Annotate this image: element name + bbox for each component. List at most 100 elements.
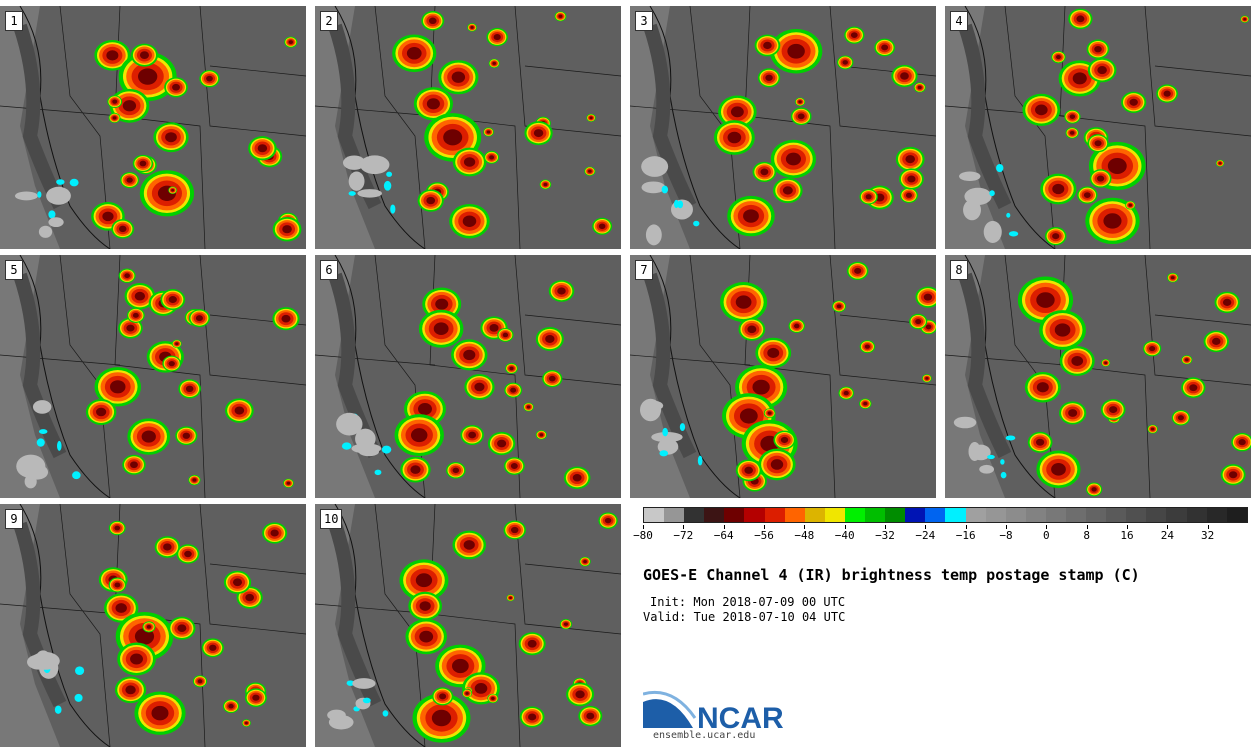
state-borders	[0, 6, 306, 249]
colorbar-swatch	[764, 508, 785, 522]
ir-map	[630, 255, 936, 498]
colorbar-tick-label: −64	[713, 529, 734, 542]
colorbar-ticks: −80 −72 −64 −56 −48 −40 −32 −24 −16 −8 0 8 16 24 32	[633, 525, 1248, 545]
colorbar-tick	[683, 525, 685, 529]
colorbar-swatch	[824, 508, 845, 522]
colorbar-swatch	[804, 508, 825, 522]
coastline	[964, 6, 1056, 249]
colorbar-swatch	[965, 508, 986, 522]
colorbar-swatch	[704, 508, 725, 522]
colorbar-tick-label: −80	[633, 529, 653, 542]
coastline	[334, 6, 426, 249]
colorbar-tick-label: −8	[999, 529, 1013, 542]
coastline	[964, 255, 1056, 498]
ir-map	[945, 6, 1251, 249]
colorbar-tick-label: −72	[673, 529, 694, 542]
colorbar-swatch	[925, 508, 946, 522]
colorbar-tick	[925, 525, 927, 529]
colorbar-swatch	[684, 508, 705, 522]
postage-stamp-panel: 8	[945, 255, 1251, 498]
postage-stamp-panel: 1	[0, 6, 306, 249]
colorbar-swatch	[1025, 508, 1046, 522]
postage-stamp-panel: 6	[315, 255, 621, 498]
colorbar-swatch	[644, 508, 665, 522]
colorbar-swatch	[945, 508, 966, 522]
panel-number: 2	[320, 11, 338, 31]
valid-time: Valid: Tue 2018-07-10 04 UTC	[643, 610, 846, 624]
colorbar-swatch	[865, 508, 886, 522]
coastline	[334, 504, 426, 747]
panel-number: 1	[5, 11, 23, 31]
figure-title: GOES-E Channel 4 (IR) brightness temp po…	[643, 566, 1140, 584]
colorbar-swatch	[985, 508, 1006, 522]
panel-number: 5	[5, 260, 23, 280]
ir-map	[315, 504, 621, 747]
ncar-logo: NCAR	[643, 690, 784, 732]
ir-map	[0, 255, 306, 498]
colorbar-tick	[885, 525, 886, 529]
colorbar-tick-label: 8	[1083, 529, 1090, 542]
colorbar-swatch	[1086, 508, 1107, 522]
colorbar-tick-label: 16	[1120, 529, 1134, 542]
colorbar-swatch	[1126, 508, 1147, 522]
colorbar-swatch	[724, 508, 745, 522]
postage-stamp-panel: 10	[315, 504, 621, 747]
colorbar-tick-label: −40	[834, 529, 855, 542]
colorbar-swatch	[1146, 508, 1167, 522]
coastline	[649, 255, 741, 498]
colorbar-tick-label: −16	[955, 529, 976, 542]
colorbar-swatch	[885, 508, 906, 522]
colorbar-tick	[723, 525, 725, 529]
colorbar-tick	[1167, 525, 1169, 529]
postage-stamp-panel: 7	[630, 255, 936, 498]
colorbar-swatch	[1226, 508, 1247, 522]
postage-stamp-panel: 5	[0, 255, 306, 498]
colorbar-tick-label: −48	[794, 529, 815, 542]
colorbar-tick	[1127, 525, 1128, 529]
ir-map	[0, 6, 306, 249]
postage-stamp-panel: 4	[945, 6, 1251, 249]
colorbar-tick	[764, 525, 765, 529]
colorbar-swatch	[1005, 508, 1026, 522]
colorbar-swatch	[744, 508, 765, 522]
ir-map	[630, 6, 936, 249]
logo-text: NCAR	[697, 702, 784, 732]
colorbar-tick-label: −56	[754, 529, 774, 542]
colorbar-swatch	[1206, 508, 1227, 522]
colorbar-swatch	[664, 508, 685, 522]
colorbar-swatch	[1166, 508, 1187, 522]
colorbar-swatch	[1045, 508, 1066, 522]
colorbar-swatch	[1186, 508, 1207, 522]
coastline	[19, 6, 111, 249]
coastline	[19, 504, 111, 747]
state-borders	[630, 255, 936, 498]
postage-stamp-panel: 3	[630, 6, 936, 249]
logo-swoosh-icon	[643, 699, 693, 728]
logo-url: ensemble.ucar.edu	[653, 730, 756, 741]
colorbar-tick	[643, 525, 644, 529]
ir-map	[0, 504, 306, 747]
colorbar-tick-label: −24	[915, 529, 936, 542]
colorbar-tick	[804, 525, 806, 529]
colorbar-tick	[965, 525, 967, 529]
state-borders	[630, 6, 936, 249]
ir-map	[315, 6, 621, 249]
colorbar-swatch	[1106, 508, 1127, 522]
colorbar-swatch	[1065, 508, 1087, 522]
ir-map	[945, 255, 1251, 498]
colorbar-tick	[1046, 525, 1048, 529]
colorbar-tick-label: 24	[1160, 529, 1174, 542]
colorbar-tick	[1086, 525, 1088, 529]
coastline	[334, 255, 426, 498]
state-borders	[315, 504, 621, 747]
colorbar-tick-label: −32	[875, 529, 895, 542]
colorbar-tick	[844, 525, 846, 529]
colorbar-swatch	[844, 508, 866, 522]
panel-number: 3	[635, 11, 653, 31]
panel-number: 9	[5, 509, 23, 529]
panel-number: 4	[950, 11, 968, 31]
ir-map	[315, 255, 621, 498]
colorbar-swatch	[905, 508, 926, 522]
postage-stamp-panel: 9	[0, 504, 306, 747]
postage-stamp-panel: 2	[315, 6, 621, 249]
